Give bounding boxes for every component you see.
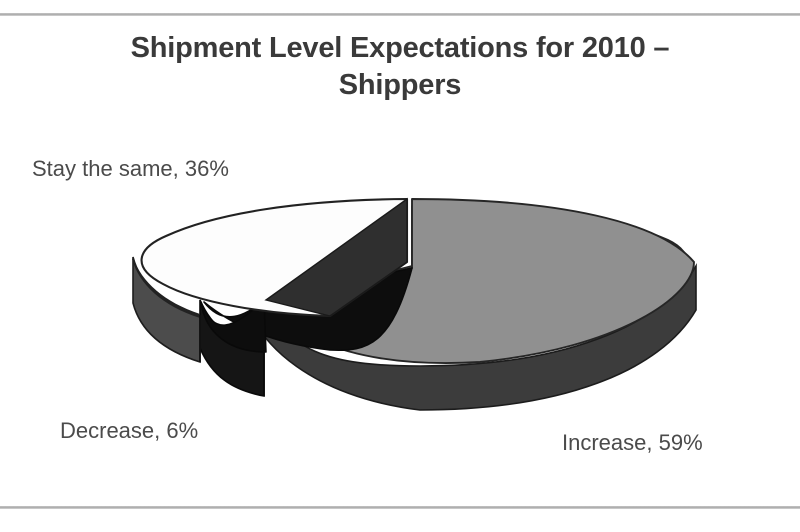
chart-title: Shipment Level Expectations for 2010 – S… [130, 32, 670, 101]
bottom-divider-rule [0, 506, 800, 509]
increase-slice-side-wall [262, 263, 697, 411]
slice-label-stay-the-same: Stay the same, 36% [32, 156, 229, 181]
slice-label-decrease: Decrease, 6% [60, 418, 199, 443]
stay-slice-radial-edge [264, 197, 408, 317]
slice-label-increase: Increase, 59% [562, 430, 703, 455]
top-divider-rule [0, 13, 800, 16]
decrease-slice-top-face [200, 299, 267, 353]
stay-slice-lower-arc-edge [132, 258, 200, 318]
